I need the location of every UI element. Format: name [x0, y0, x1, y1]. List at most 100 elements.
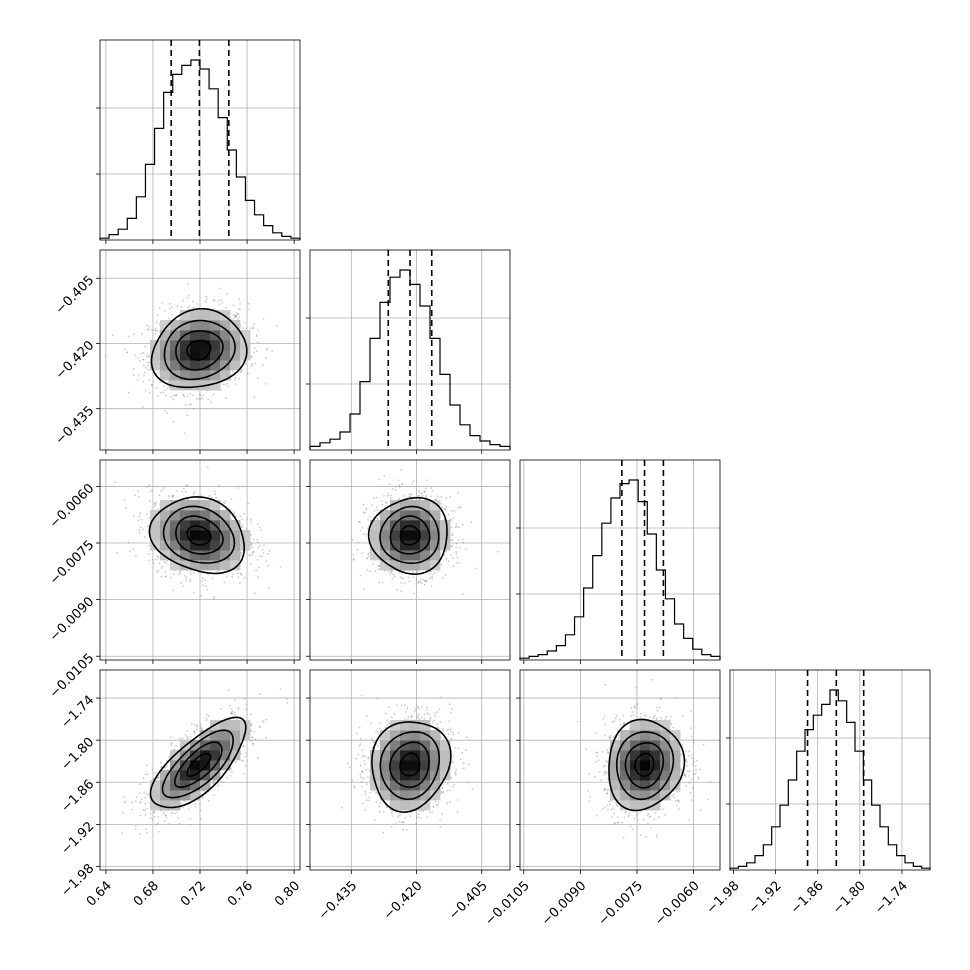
sample-point	[251, 363, 253, 365]
density-cell	[220, 310, 231, 321]
sample-point	[133, 333, 136, 336]
sample-point	[235, 312, 238, 314]
sample-point	[431, 577, 433, 580]
density-cell	[390, 500, 401, 511]
density-panel-0-2	[96, 459, 301, 664]
sample-point	[237, 313, 240, 316]
sample-point	[395, 485, 398, 488]
sample-point	[240, 753, 242, 755]
sample-point	[207, 799, 210, 802]
sample-point	[256, 377, 259, 380]
sample-point	[460, 506, 462, 508]
density-cell	[220, 370, 231, 381]
sample-point	[162, 391, 165, 394]
sample-point	[230, 712, 233, 715]
sample-point	[365, 507, 368, 510]
sample-point	[436, 495, 439, 498]
sample-point	[457, 539, 460, 542]
sample-point	[244, 765, 247, 767]
density-cell	[400, 560, 411, 571]
sample-point	[404, 582, 406, 585]
sample-point	[206, 713, 208, 716]
sample-point	[410, 493, 413, 496]
sample-point	[221, 780, 223, 783]
sample-point	[356, 548, 359, 551]
sample-point	[377, 564, 380, 567]
sample-point	[201, 580, 203, 583]
sample-point	[373, 497, 375, 500]
sample-point	[430, 495, 432, 498]
sample-point	[425, 579, 428, 582]
sample-point	[141, 406, 144, 409]
sample-point	[189, 580, 191, 582]
sample-point	[221, 302, 224, 304]
density-cell	[380, 510, 391, 521]
sample-point	[241, 526, 244, 529]
sample-point	[140, 526, 142, 529]
density-panel-0-3	[96, 669, 301, 874]
sample-point	[205, 585, 208, 588]
sample-point	[153, 329, 156, 332]
density-cell	[180, 370, 191, 381]
sample-point	[367, 555, 370, 558]
density-cell	[220, 330, 231, 341]
density-cell	[180, 340, 191, 351]
sample-point	[445, 558, 448, 561]
sample-point	[352, 554, 355, 556]
sample-point	[248, 308, 251, 311]
sample-point	[450, 526, 453, 529]
sample-point	[225, 307, 228, 310]
sample-point	[142, 358, 145, 361]
sample-point	[251, 553, 254, 556]
sample-point	[455, 523, 458, 526]
contours	[150, 308, 248, 389]
sample-point	[241, 327, 244, 330]
sample-point	[357, 541, 360, 544]
sample-point	[425, 580, 428, 583]
sample-point	[205, 298, 208, 301]
sample-point	[400, 582, 403, 584]
sample-point	[259, 544, 262, 547]
sample-point	[457, 492, 460, 494]
sample-point	[458, 507, 461, 509]
sample-point	[407, 576, 410, 579]
sample-point	[458, 526, 460, 529]
sample-point	[361, 526, 364, 529]
sample-point	[151, 818, 154, 821]
sample-point	[174, 812, 177, 815]
density-cell	[190, 550, 201, 561]
sample-point	[240, 574, 243, 576]
sample-point	[425, 494, 428, 497]
sample-point	[226, 382, 229, 385]
sample-point	[383, 570, 386, 572]
sample-point	[218, 484, 220, 487]
sample-point	[204, 579, 206, 581]
density-cell	[420, 510, 431, 521]
sample-point	[139, 512, 142, 514]
sample-point	[148, 391, 151, 394]
sample-point	[257, 329, 260, 332]
sample-point	[385, 502, 388, 504]
sample-point	[240, 554, 242, 557]
density-cell	[180, 350, 191, 361]
sample-point	[193, 723, 196, 726]
sample-point	[158, 494, 161, 496]
sample-point	[384, 501, 387, 504]
sample-point	[220, 299, 222, 302]
sample-point	[376, 517, 379, 520]
sample-point	[378, 514, 381, 517]
density-cell	[400, 550, 411, 561]
sample-point	[352, 558, 355, 560]
sample-point	[247, 502, 250, 505]
density-cell	[210, 500, 221, 511]
sample-point	[148, 361, 151, 364]
density-cell	[210, 510, 221, 521]
sample-point	[148, 544, 151, 547]
density-cell	[150, 360, 161, 371]
sample-point	[401, 577, 403, 579]
sample-point	[157, 816, 160, 818]
density-cell	[420, 560, 431, 571]
sample-point	[192, 394, 194, 397]
sample-point	[157, 830, 160, 833]
sample-point	[398, 484, 401, 487]
